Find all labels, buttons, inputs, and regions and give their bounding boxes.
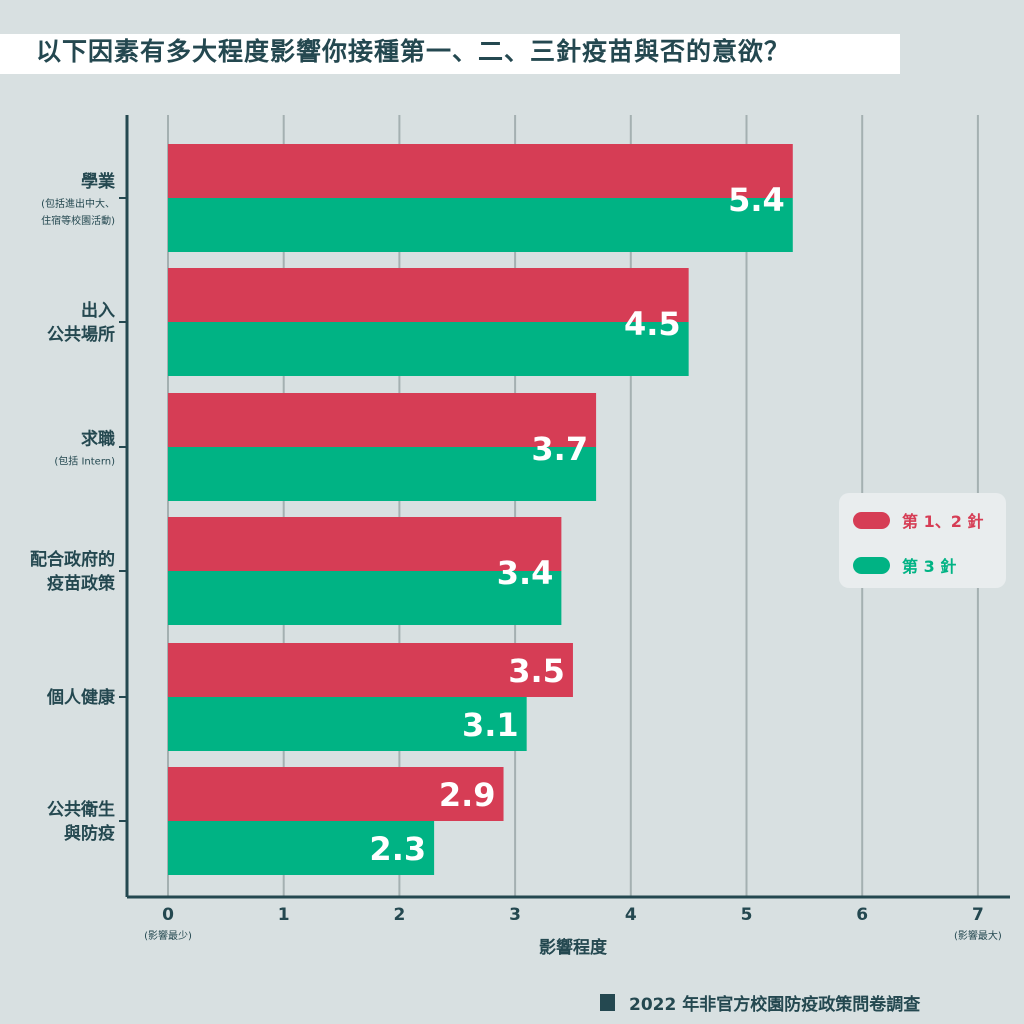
footer: 2022 年非官方校園防疫政策問卷調查 xyxy=(600,990,920,1015)
category-label: 與防疫 xyxy=(64,823,115,844)
x-tick-label: 5 xyxy=(741,905,753,925)
category-note: (包括 Intern) xyxy=(54,455,115,468)
category-label: 配合政府的 xyxy=(30,549,115,570)
title-band xyxy=(0,34,900,74)
legend-label-dose12: 第 1、2 針 xyxy=(902,512,984,531)
category-label: 個人健康 xyxy=(46,687,116,708)
bar-dose12[interactable] xyxy=(168,643,573,697)
chart-title: 以下因素有多大程度影響你接種第一、二、三針疫苗與否的意欲？ xyxy=(36,37,791,66)
x-tick-label: 2 xyxy=(393,905,405,925)
legend-item-dose12[interactable]: 第 1、2 針 xyxy=(853,508,983,532)
x-tick-label: 4 xyxy=(625,905,637,925)
legend: 第 1、2 針 第 3 針 xyxy=(839,493,1006,588)
x-min-note: (影響最少) xyxy=(144,929,192,942)
category-label: 學業 xyxy=(81,171,115,192)
category-label: 疫苗政策 xyxy=(47,573,116,594)
x-max-note: (影響最大) xyxy=(954,929,1002,942)
legend-item-dose3[interactable]: 第 3 針 xyxy=(853,553,956,577)
footer-source: 2022 年非官方校園防疫政策問卷調查 xyxy=(629,995,921,1015)
data-label: 3.1 xyxy=(462,706,519,744)
bar-dose3[interactable] xyxy=(168,571,562,625)
legend-swatch-dose3 xyxy=(853,556,890,574)
bar-dose3[interactable] xyxy=(168,322,689,376)
category-note: (包括進出中大、 xyxy=(41,197,115,210)
category-note: 住宿等校園活動) xyxy=(41,214,115,227)
data-label: 3.5 xyxy=(508,652,565,690)
category-label: 公共場所 xyxy=(47,325,115,345)
bar-dose3[interactable] xyxy=(168,447,597,501)
legend-swatch-dose12 xyxy=(853,511,890,529)
footer-square-icon xyxy=(600,994,615,1011)
x-tick-label: 6 xyxy=(856,905,868,925)
bar-dose12[interactable] xyxy=(168,517,562,571)
legend-label-dose3: 第 3 針 xyxy=(902,557,957,576)
data-label: 3.4 xyxy=(497,554,554,592)
bar-dose3[interactable] xyxy=(168,198,793,252)
category-label: 求職 xyxy=(81,429,115,450)
data-label: 2.9 xyxy=(439,776,496,814)
x-tick-label: 0 xyxy=(162,905,174,925)
bar-dose3[interactable] xyxy=(168,821,435,875)
data-label: 2.3 xyxy=(369,830,426,868)
bar-dose12[interactable] xyxy=(168,268,689,322)
data-label: 5.4 xyxy=(728,181,785,219)
data-label: 3.7 xyxy=(531,430,588,468)
x-axis-label: 影響程度 xyxy=(539,937,608,958)
x-tick-label: 1 xyxy=(278,905,290,925)
bar-dose3[interactable] xyxy=(168,697,527,751)
category-label: 出入 xyxy=(81,300,115,321)
bar-dose12[interactable] xyxy=(168,144,793,198)
bar-dose12[interactable] xyxy=(168,393,597,447)
x-tick-label: 3 xyxy=(509,905,521,925)
x-tick-label: 7 xyxy=(972,905,984,925)
data-label: 4.5 xyxy=(624,305,681,343)
bar-dose12[interactable] xyxy=(168,767,504,821)
category-label: 公共衛生 xyxy=(47,799,115,820)
